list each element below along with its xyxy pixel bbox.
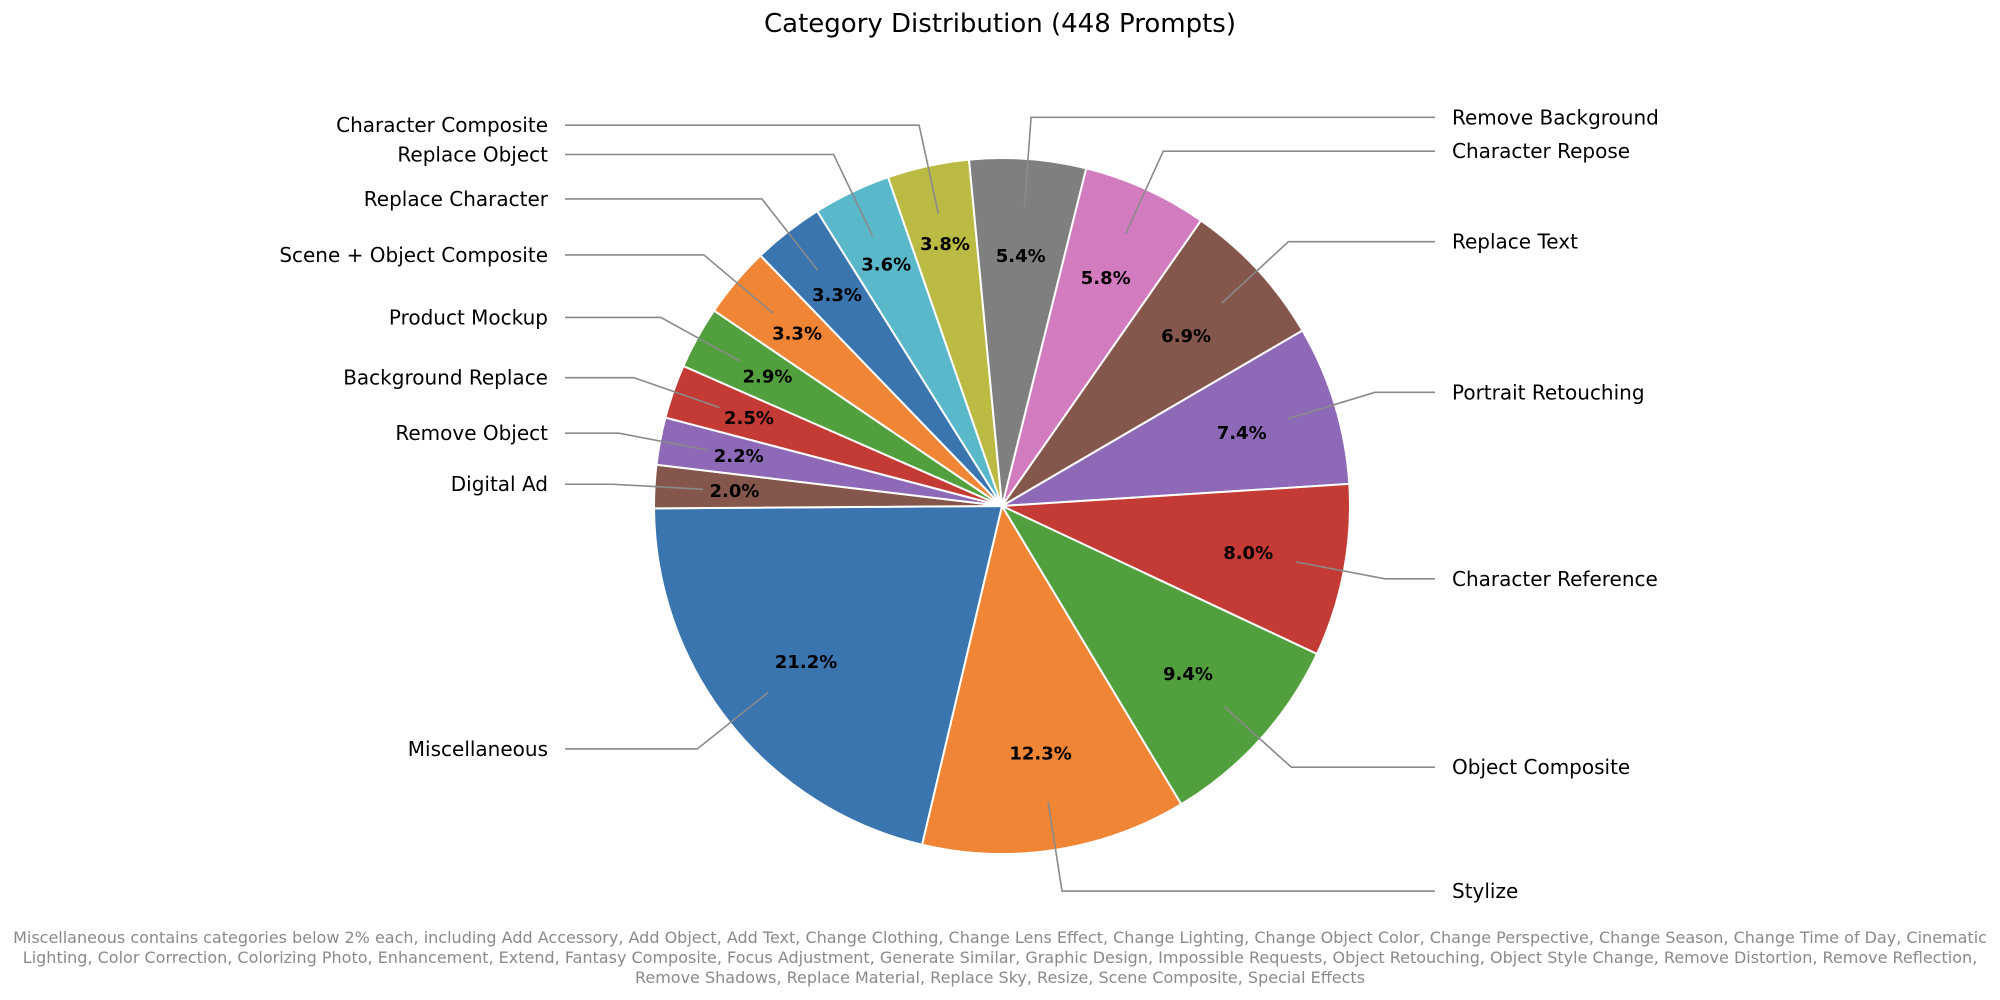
percent-label-background-replace: 2.5% <box>724 408 774 429</box>
percent-label-object-composite: 9.4% <box>1163 664 1213 685</box>
percent-label-digital-ad: 2.0% <box>709 481 759 502</box>
leader-line-digital-ad <box>565 483 704 491</box>
leader-line-object-composite <box>1223 705 1435 769</box>
leader-line-remove-background <box>1023 116 1435 208</box>
leader-line-replace-text <box>1221 240 1435 304</box>
percent-label-miscellaneous: 21.2% <box>775 652 837 673</box>
percent-label-remove-object: 2.2% <box>714 446 764 467</box>
leader-line-replace-object <box>565 153 874 237</box>
category-label-stylize: Stylize <box>1452 879 1518 903</box>
percent-label-replace-object: 3.6% <box>861 254 911 275</box>
category-label-digital-ad: Digital Ad <box>451 472 548 496</box>
category-label-replace-object: Replace Object <box>397 143 548 167</box>
leader-line-character-repose <box>1125 150 1435 234</box>
percent-label-scene-object-composite: 3.3% <box>772 323 822 344</box>
percent-labels: 5.8% 6.9% 7.4% 8.0% 9.4% 12.3% 21.2% 2.0% 2.2% 2.… <box>709 234 1273 764</box>
footnote: Miscellaneous contains categories below … <box>13 928 1987 987</box>
pie-slices <box>653 157 1351 855</box>
chart-title: Category Distribution (448 Prompts) <box>764 9 1236 39</box>
category-label-remove-object: Remove Object <box>395 421 548 445</box>
percent-label-portrait-retouching: 7.4% <box>1217 423 1267 444</box>
leader-line-stylize <box>1047 801 1435 892</box>
percent-label-remove-background: 5.4% <box>996 246 1046 267</box>
category-label-character-reference: Character Reference <box>1452 567 1658 591</box>
percent-label-replace-text: 6.9% <box>1161 326 1211 347</box>
leader-line-replace-character <box>565 198 819 271</box>
leader-lines <box>565 116 1435 892</box>
category-label-object-composite: Object Composite <box>1452 755 1630 779</box>
category-labels: Character Repose Replace Text Portrait Ret… <box>279 105 1659 903</box>
category-label-replace-character: Replace Character <box>364 187 549 211</box>
leader-line-character-composite <box>565 124 940 214</box>
leader-line-miscellaneous <box>565 691 769 750</box>
category-label-character-repose: Character Repose <box>1452 139 1630 163</box>
leader-line-portrait-retouching <box>1288 391 1435 420</box>
leader-line-background-replace <box>565 376 720 409</box>
category-label-scene-object-composite: Scene + Object Composite <box>279 243 548 267</box>
leader-line-scene-object-composite <box>565 254 774 314</box>
leader-line-remove-object <box>565 432 709 451</box>
percent-label-replace-character: 3.3% <box>812 285 862 306</box>
percent-label-stylize: 12.3% <box>1009 744 1071 765</box>
percent-label-product-mockup: 2.9% <box>743 366 793 387</box>
percent-label-character-repose: 5.8% <box>1081 268 1131 289</box>
category-label-portrait-retouching: Portrait Retouching <box>1452 380 1645 404</box>
category-label-product-mockup: Product Mockup <box>389 305 548 329</box>
percent-label-character-composite: 3.8% <box>920 234 970 255</box>
category-label-background-replace: Background Replace <box>343 366 548 390</box>
category-label-replace-text: Replace Text <box>1452 230 1578 254</box>
leader-line-product-mockup <box>565 316 741 362</box>
leader-line-character-reference <box>1295 561 1435 580</box>
category-label-remove-background: Remove Background <box>1452 105 1659 129</box>
percent-label-character-reference: 8.0% <box>1223 543 1273 564</box>
category-label-character-composite: Character Composite <box>336 113 548 137</box>
category-label-miscellaneous: Miscellaneous <box>408 737 548 761</box>
